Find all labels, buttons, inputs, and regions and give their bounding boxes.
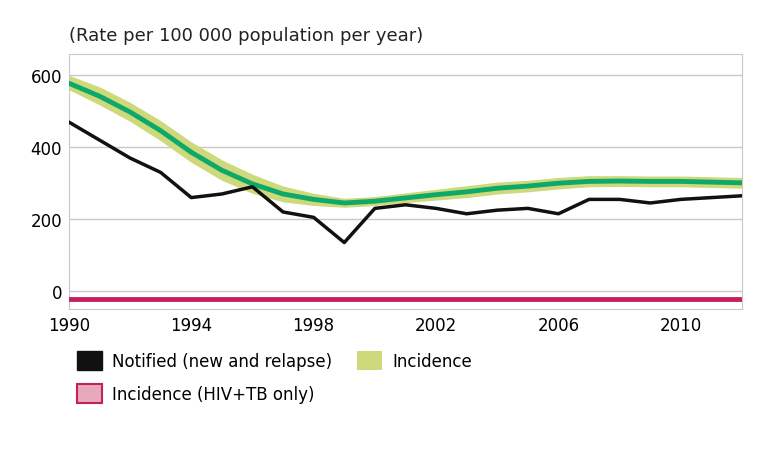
Text: (Rate per 100 000 population per year): (Rate per 100 000 population per year) xyxy=(69,27,423,45)
Legend: Incidence (HIV+TB only): Incidence (HIV+TB only) xyxy=(77,384,314,403)
